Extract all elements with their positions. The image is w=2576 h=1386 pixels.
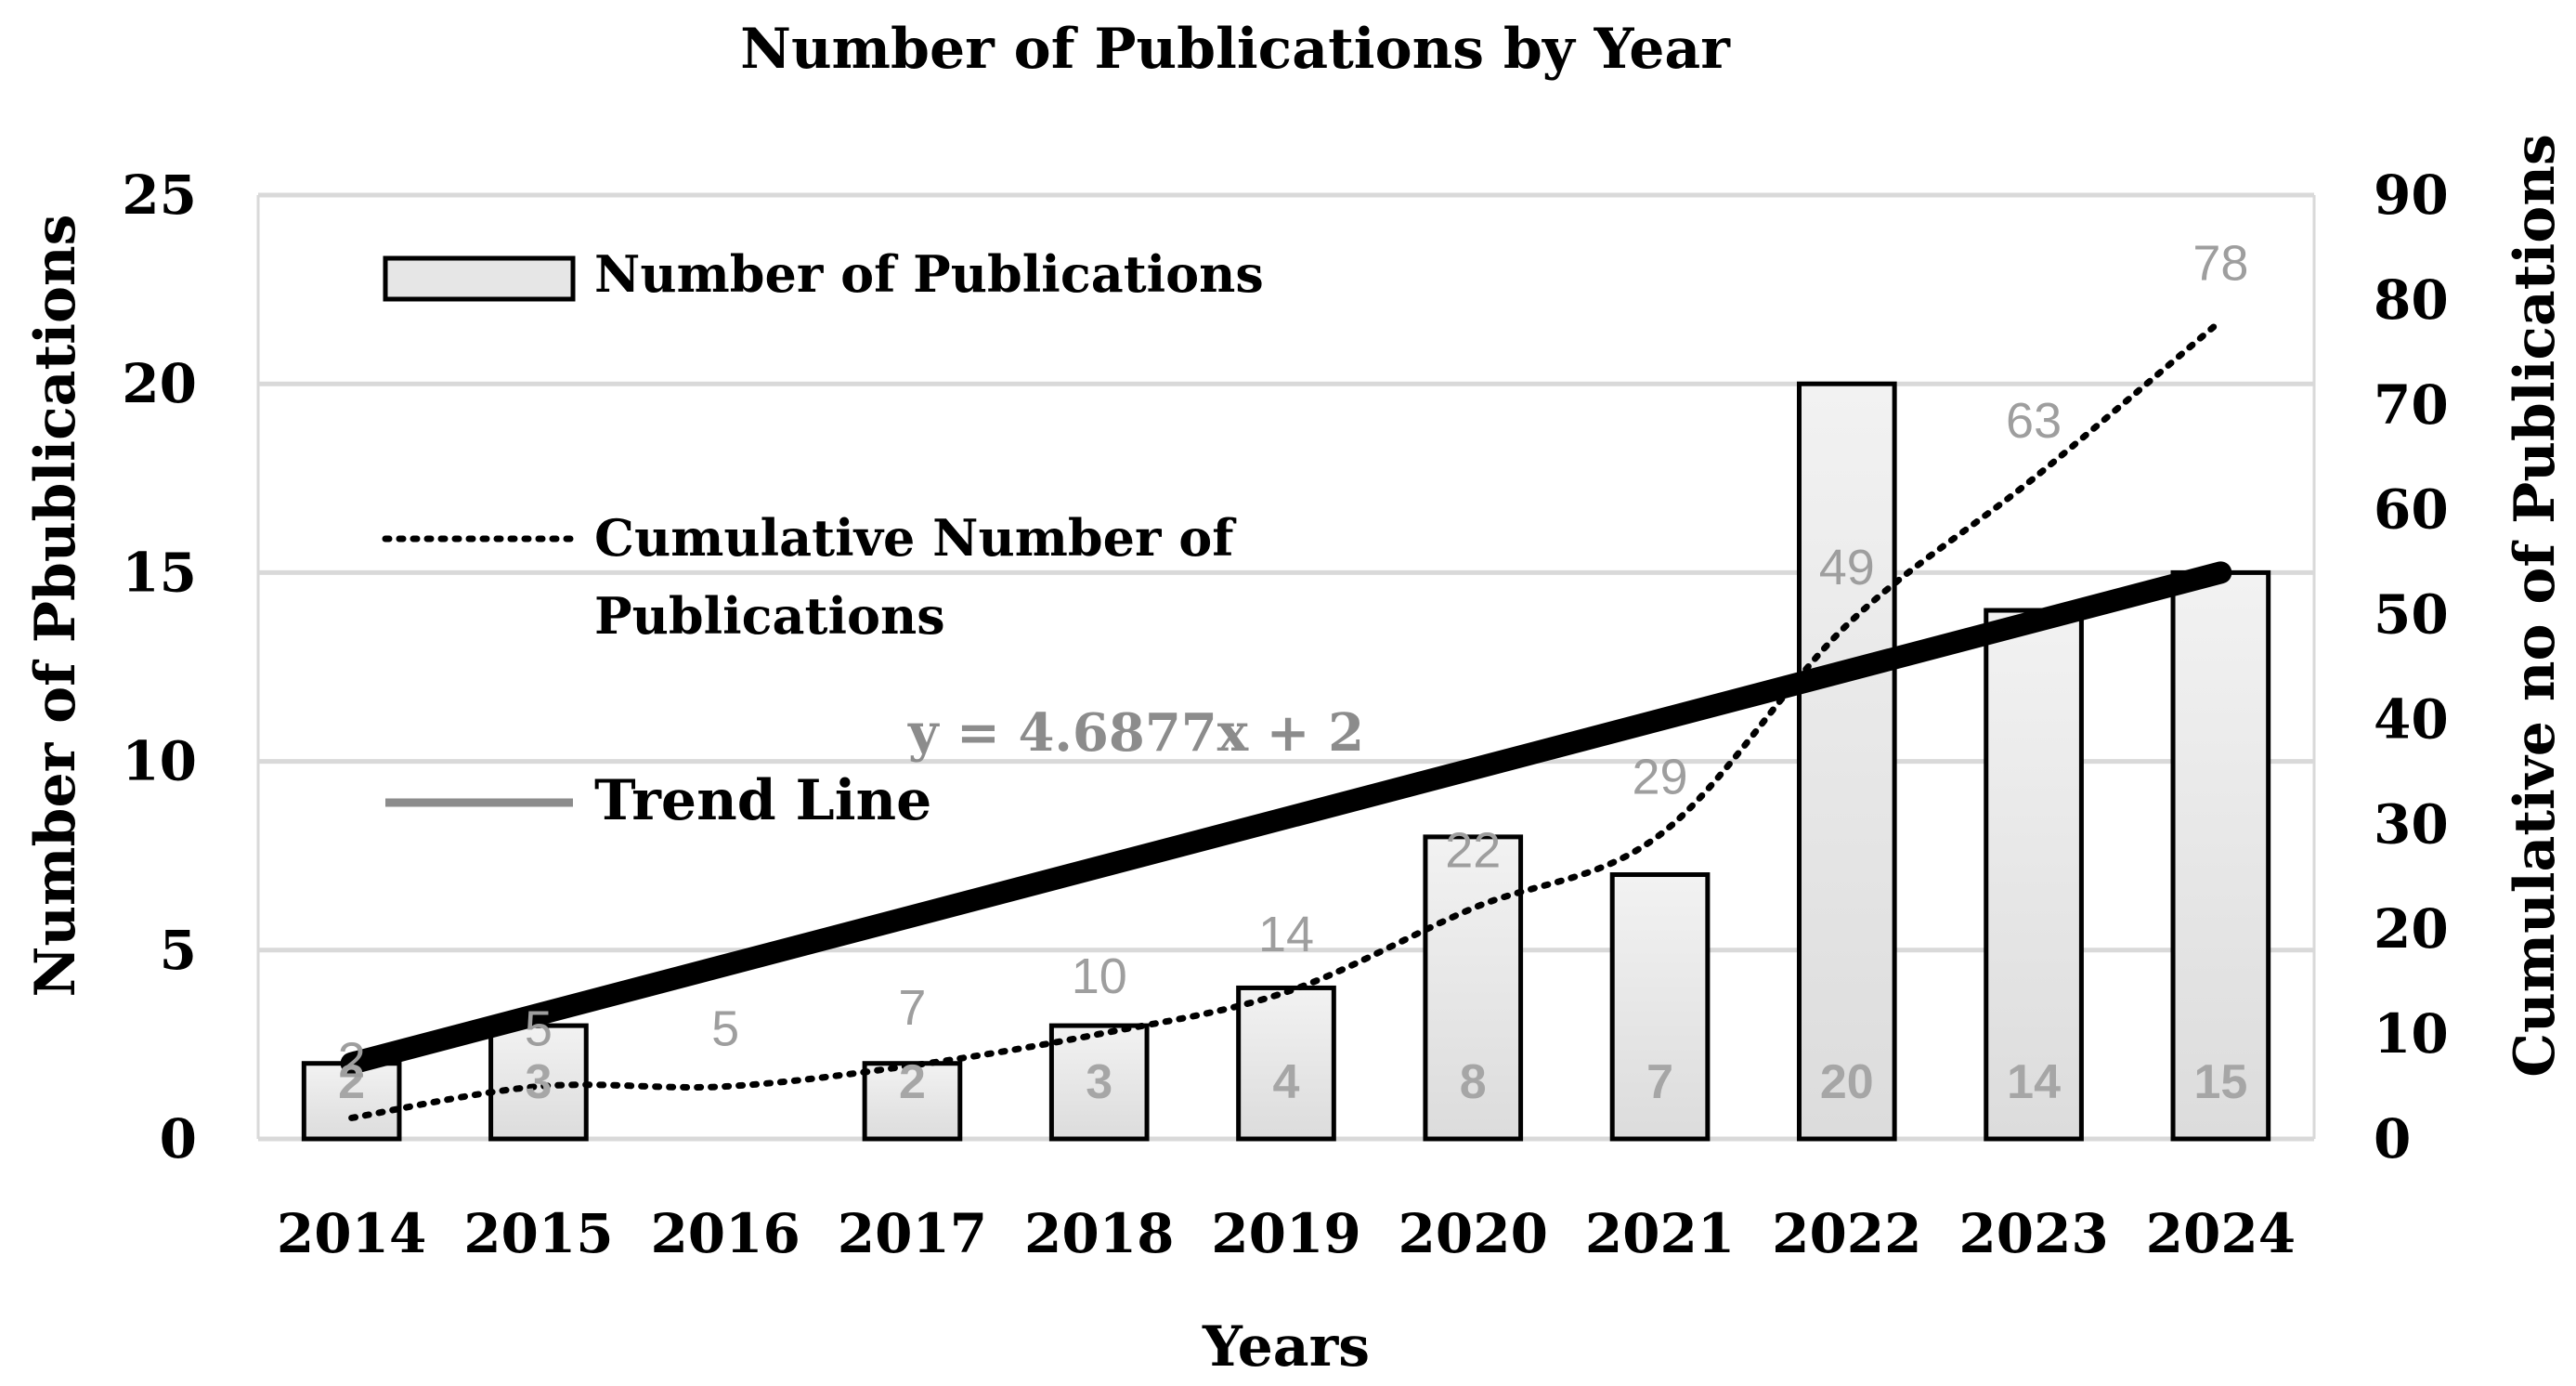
y2-tick-label-70: 70 [2374, 373, 2449, 437]
y-tick-label-20: 20 [122, 352, 197, 415]
bar-label-2024: 15 [2193, 1055, 2247, 1109]
bar-label-2014: 2 [338, 1055, 365, 1109]
x-axis-label: Years [1202, 1314, 1370, 1379]
bar-label-2019: 4 [1273, 1055, 1300, 1109]
y2-tick-label-10: 10 [2374, 1002, 2449, 1066]
cumulative-label-2015: 5 [525, 1001, 553, 1057]
x-tick-label-2014: 2014 [277, 1202, 426, 1265]
bar-2020 [1423, 834, 1524, 1142]
y-tick-label-5: 5 [160, 919, 197, 982]
y2-tick-label-20: 20 [2374, 897, 2449, 961]
cumulative-label-2017: 7 [898, 980, 926, 1036]
x-tick-label-2022: 2022 [1772, 1202, 1921, 1265]
trend-equation: y = 4.6877x + 2 [907, 702, 1364, 764]
cumulative-label-2020: 22 [1445, 823, 1501, 879]
left-axis-ticks: 0 5 10 15 20 25 [122, 163, 197, 1170]
x-axis-ticks: 2014 2015 2016 2017 2018 2019 2020 2021 2022 2023… [277, 1202, 2296, 1265]
x-tick-label-2018: 2018 [1024, 1202, 1174, 1265]
bar-2017 [862, 1061, 963, 1142]
y2-tick-label-50: 50 [2374, 583, 2449, 647]
y-tick-label-0: 0 [160, 1107, 197, 1170]
y-axis-label: Number of Pbublications [23, 215, 88, 998]
legend-label-cumulative-line2: Publications [594, 586, 945, 646]
y2-tick-label-0: 0 [2374, 1107, 2411, 1170]
cumulative-label-2018: 10 [1072, 948, 1127, 1004]
y2-tick-label-90: 90 [2374, 163, 2449, 227]
bar-data-labels: 2 3 2 3 4 8 7 20 14 15 [338, 1055, 2247, 1109]
x-tick-label-2023: 2023 [1958, 1202, 2108, 1265]
bar-label-2022: 20 [1820, 1055, 1874, 1109]
x-tick-label-2021: 2021 [1585, 1202, 1735, 1265]
cumulative-label-2016: 5 [711, 1001, 739, 1057]
cumulative-label-2024: 78 [2192, 235, 2248, 291]
bars [301, 381, 2271, 1142]
y-tick-label-10: 10 [122, 730, 197, 793]
cumulative-label-2021: 29 [1633, 750, 1688, 805]
legend-label-trend: Trend Line [594, 768, 931, 833]
x-tick-label-2015: 2015 [463, 1202, 613, 1265]
bar-label-2018: 3 [1086, 1055, 1112, 1109]
cumulative-label-2023: 63 [2006, 393, 2062, 449]
legend-label-cumulative: Cumulative Number of [594, 508, 1237, 568]
cumulative-data-labels: 2 5 5 7 10 14 22 29 49 63 78 [338, 235, 2249, 1088]
trend-line-layer [340, 561, 2232, 1075]
y-tick-label-15: 15 [122, 541, 197, 604]
right-axis-ticks: 0 10 20 30 40 50 60 70 80 90 [2374, 163, 2449, 1170]
bar-2019 [1236, 985, 1336, 1142]
y2-axis-label: Cumulative no of Publications [2503, 134, 2568, 1077]
bar-2021 [1609, 872, 1711, 1142]
x-tick-label-2017: 2017 [838, 1202, 987, 1265]
bar-label-2021: 7 [1646, 1055, 1673, 1109]
bar-label-2017: 2 [899, 1055, 926, 1109]
x-tick-label-2016: 2016 [650, 1202, 800, 1265]
bar-label-2023: 14 [2007, 1055, 2061, 1109]
y-tick-label-25: 25 [122, 163, 197, 227]
cumulative-label-2022: 49 [1819, 540, 1875, 595]
cumulative-label-2019: 14 [1258, 907, 1314, 962]
y2-tick-label-40: 40 [2374, 687, 2449, 751]
y2-tick-label-30: 30 [2374, 792, 2449, 856]
bar-2023 [1984, 608, 2084, 1142]
x-tick-label-2024: 2024 [2146, 1202, 2296, 1265]
trend-line [340, 561, 2232, 1075]
legend-label-bars: Number of Publications [594, 244, 1264, 304]
y2-tick-label-80: 80 [2374, 268, 2449, 332]
bar-2022 [1796, 381, 1897, 1142]
cumulative-line [348, 317, 2224, 1121]
x-tick-label-2019: 2019 [1211, 1202, 1360, 1265]
bar-2024 [2170, 569, 2271, 1142]
chart-title: Number of Publications by Year [740, 17, 1731, 82]
cumulative-line-layer [348, 317, 2224, 1121]
legend-swatch-bars [383, 255, 576, 302]
bar-label-2020: 8 [1460, 1055, 1487, 1109]
y2-tick-label-60: 60 [2374, 478, 2449, 542]
cumulative-label-2014: 2 [338, 1032, 366, 1088]
legend: Number of Publications Cumulative Number… [382, 244, 1264, 833]
bar-label-2015: 3 [525, 1055, 552, 1109]
x-tick-label-2020: 2020 [1399, 1202, 1548, 1265]
bar-2018 [1048, 1023, 1150, 1142]
